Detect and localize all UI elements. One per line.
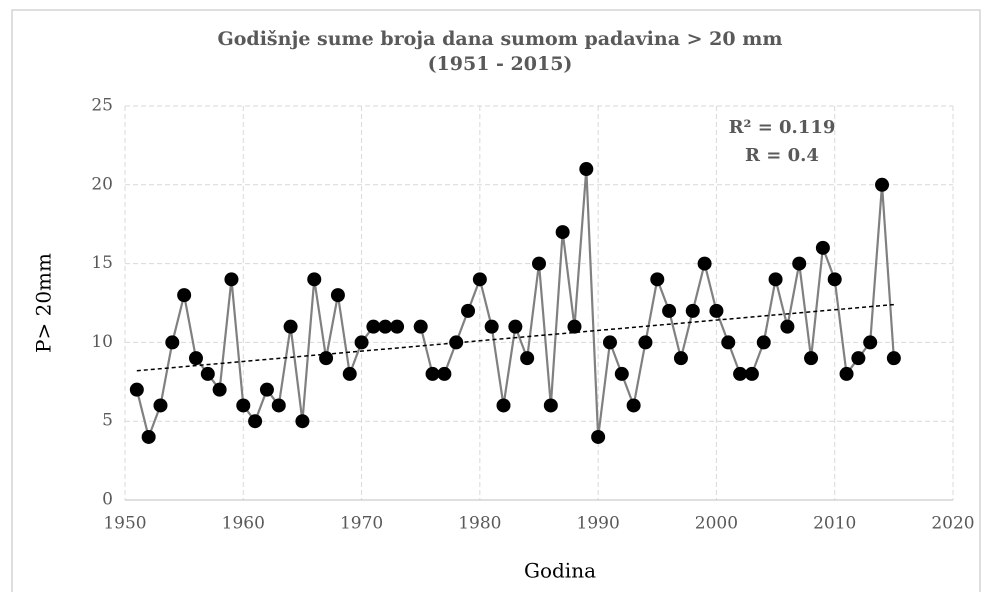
data-point	[520, 351, 535, 366]
data-point	[756, 335, 771, 350]
data-point	[638, 335, 653, 350]
data-point	[141, 429, 156, 444]
x-tick-label: 2010	[813, 514, 856, 534]
y-tick-label: 15	[91, 253, 113, 273]
data-point	[248, 414, 263, 429]
data-point	[177, 288, 192, 303]
data-point	[733, 366, 748, 381]
y-tick-label: 25	[91, 96, 113, 116]
data-point	[709, 303, 724, 318]
data-point	[307, 272, 322, 287]
data-point	[449, 335, 464, 350]
data-point	[342, 366, 357, 381]
data-point	[283, 319, 298, 334]
data-point	[827, 272, 842, 287]
data-point	[330, 288, 345, 303]
data-point	[188, 351, 203, 366]
data-point	[886, 351, 901, 366]
data-point	[839, 366, 854, 381]
data-point	[685, 303, 700, 318]
data-point	[271, 398, 286, 413]
data-point	[295, 414, 310, 429]
x-tick-label: 2020	[931, 514, 974, 534]
annotation: R = 0.4	[745, 145, 819, 166]
trendline	[136, 303, 894, 372]
data-point	[354, 335, 369, 350]
data-point	[875, 177, 890, 192]
data-point	[508, 319, 523, 334]
data-point	[804, 351, 819, 366]
data-point	[863, 335, 878, 350]
data-point	[425, 366, 440, 381]
data-point	[224, 272, 239, 287]
x-tick-label: 1970	[340, 514, 383, 534]
data-point	[555, 225, 570, 240]
data-point	[579, 162, 594, 177]
data-point	[815, 240, 830, 255]
annotation: R² = 0.119	[729, 117, 836, 138]
data-point	[378, 319, 393, 334]
x-tick-label: 1980	[458, 514, 501, 534]
data-point	[484, 319, 499, 334]
data-point	[129, 382, 144, 397]
data-point	[744, 366, 759, 381]
chart-subtitle: (1951 - 2015)	[428, 53, 573, 75]
data-point	[472, 272, 487, 287]
data-point	[768, 272, 783, 287]
y-tick-label: 0	[102, 490, 113, 510]
data-point	[673, 351, 688, 366]
data-point	[437, 366, 452, 381]
data-point	[591, 429, 606, 444]
data-point	[236, 398, 251, 413]
data-point	[259, 382, 274, 397]
data-point	[366, 319, 381, 334]
data-point	[212, 382, 227, 397]
data-point	[413, 319, 428, 334]
data-point	[532, 256, 546, 271]
data-point	[614, 366, 629, 381]
data-point	[567, 319, 582, 334]
data-point	[461, 303, 476, 318]
data-point	[721, 335, 736, 350]
y-axis-label: P> 20mm	[32, 253, 56, 353]
x-tick-label: 1950	[103, 514, 146, 534]
y-tick-label: 20	[91, 174, 113, 194]
data-point	[851, 351, 866, 366]
data-point	[650, 272, 665, 287]
y-tick-label: 5	[102, 411, 113, 431]
x-axis-label: Godina	[524, 559, 596, 583]
data-point	[496, 398, 511, 413]
data-point	[662, 303, 677, 318]
data-point	[153, 398, 168, 413]
data-point	[319, 351, 334, 366]
data-point	[792, 256, 807, 271]
x-tick-label: 2000	[695, 514, 738, 534]
data-point	[543, 398, 558, 413]
chart-title: Godišnje sume broja dana sumom padavina …	[218, 28, 783, 50]
data-point	[200, 366, 215, 381]
data-point	[697, 256, 712, 271]
data-point	[626, 398, 641, 413]
data-point	[390, 319, 405, 334]
data-point	[780, 319, 795, 334]
y-tick-label: 10	[91, 332, 113, 352]
chart-border	[11, 9, 981, 592]
x-tick-label: 1960	[222, 514, 265, 534]
x-tick-label: 1990	[577, 514, 620, 534]
data-point	[602, 335, 617, 350]
data-point	[165, 335, 180, 350]
